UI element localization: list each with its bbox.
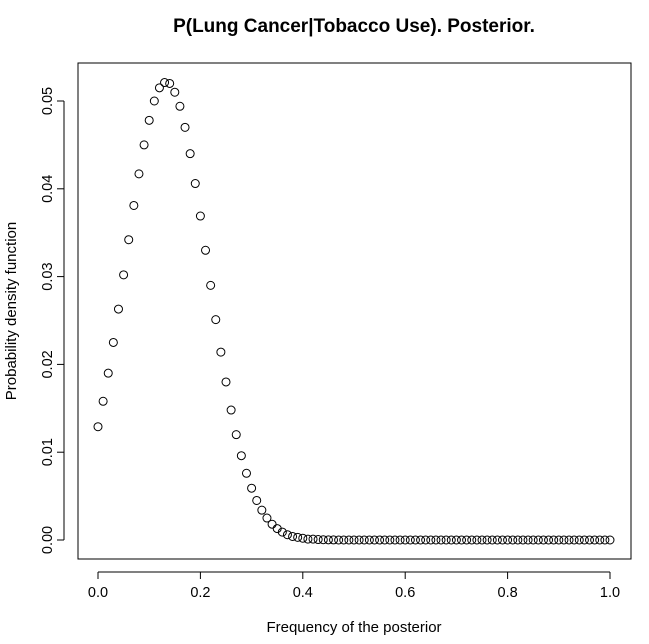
- data-point: [237, 452, 245, 460]
- y-tick-label: 0.01: [40, 438, 56, 466]
- data-point: [202, 246, 210, 254]
- x-tick-label: 1.0: [600, 585, 620, 601]
- data-point: [186, 150, 194, 158]
- data-point: [181, 123, 189, 131]
- data-point: [171, 88, 179, 96]
- data-point: [166, 79, 174, 87]
- data-point: [248, 484, 256, 492]
- y-tick-label: 0.03: [40, 262, 56, 290]
- y-axis-label: Probability density function: [3, 222, 20, 400]
- data-point: [191, 180, 199, 188]
- x-tick-label: 0.4: [293, 585, 313, 601]
- data-point: [125, 236, 133, 244]
- x-tick-label: 0.6: [395, 585, 415, 601]
- data-point: [145, 116, 153, 124]
- data-point: [109, 338, 117, 346]
- data-point: [242, 469, 250, 477]
- data-point: [135, 170, 143, 178]
- data-point: [196, 212, 204, 220]
- data-point: [258, 506, 266, 514]
- data-point: [130, 201, 138, 209]
- data-point: [155, 84, 163, 92]
- y-tick-label: 0.00: [40, 526, 56, 554]
- data-point: [150, 97, 158, 105]
- y-tick-label: 0.02: [40, 350, 56, 378]
- data-point: [212, 316, 220, 324]
- data-point: [120, 271, 128, 279]
- data-point: [94, 423, 102, 431]
- chart-title: P(Lung Cancer|Tobacco Use). Posterior.: [173, 16, 535, 37]
- data-point: [140, 141, 148, 149]
- y-axis: 0.00 0.01 0.02 0.03 0.04 0.05: [40, 87, 64, 554]
- x-axis: 0.0 0.2 0.4 0.6 0.8 1.0: [88, 572, 620, 601]
- data-point: [104, 369, 112, 377]
- x-tick-label: 0.8: [498, 585, 518, 601]
- data-point: [268, 520, 276, 528]
- data-point: [253, 496, 261, 504]
- data-point: [99, 397, 107, 405]
- data-point: [114, 305, 122, 313]
- y-tick-label: 0.04: [40, 175, 56, 203]
- data-point: [176, 102, 184, 110]
- x-axis-label: Frequency of the posterior: [266, 619, 441, 636]
- data-point: [227, 406, 235, 414]
- data-point: [217, 348, 225, 356]
- x-tick-label: 0.2: [190, 585, 210, 601]
- data-point: [606, 536, 614, 544]
- plot-frame: [78, 63, 631, 559]
- x-tick-label: 0.0: [88, 585, 108, 601]
- data-point: [207, 281, 215, 289]
- data-point: [232, 431, 240, 439]
- data-point: [222, 378, 230, 386]
- y-tick-label: 0.05: [40, 87, 56, 115]
- data-points: [94, 79, 614, 544]
